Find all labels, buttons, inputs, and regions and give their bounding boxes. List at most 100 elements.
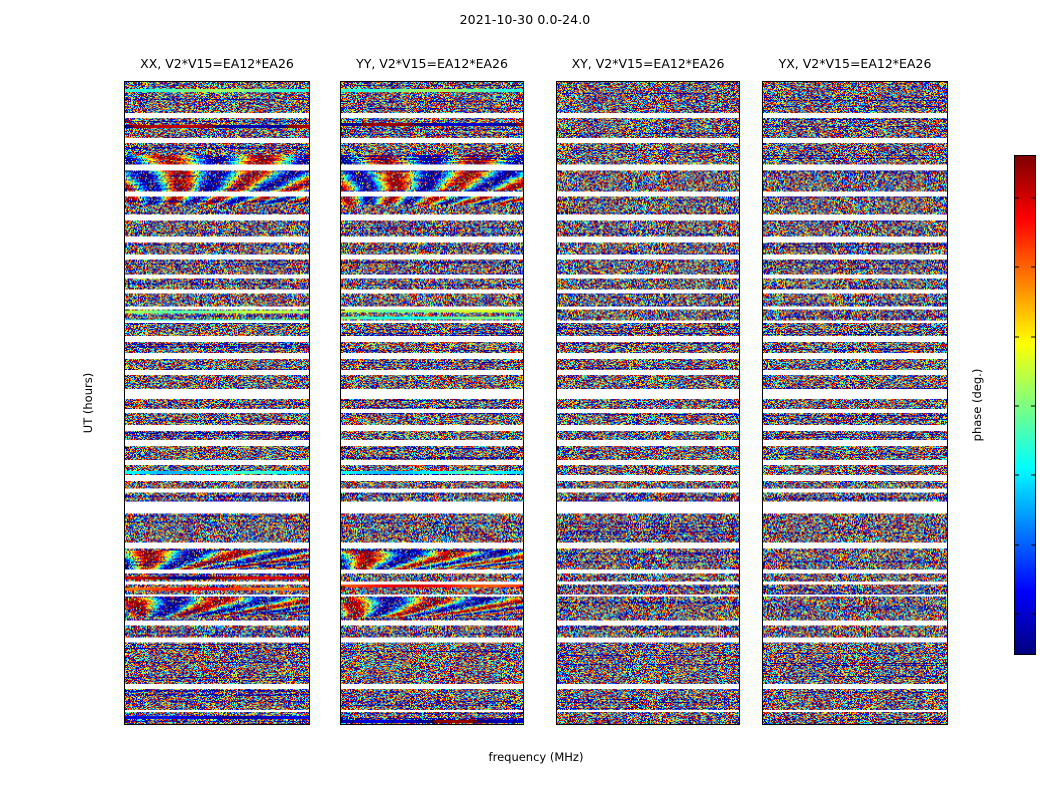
colorbar-tick-mark — [1031, 405, 1035, 407]
x-tick-label: 350 — [638, 724, 660, 725]
x-tick-label: 335 — [381, 724, 403, 725]
axes-yy[interactable]: 0 5 10 15 20 320 335 350 365 380 — [340, 81, 524, 725]
x-tick-label: 365 — [463, 724, 485, 725]
x-tick-label: 365 — [679, 724, 701, 725]
heatmap-image-xy — [557, 82, 739, 724]
y-tick-mark — [519, 309, 523, 311]
colorbar-tick-mark — [1015, 613, 1019, 615]
colorbar[interactable]: -150 -100 -50 0 50 100 150 — [1014, 155, 1036, 655]
x-tick-mark — [937, 720, 939, 724]
y-tick-mark — [125, 586, 129, 588]
x-tick-mark — [176, 720, 178, 724]
x-tick-mark — [773, 82, 775, 86]
y-tick-label: 15 — [124, 303, 125, 317]
x-tick-mark — [648, 82, 650, 86]
y-tick-label: 5 — [340, 580, 341, 594]
y-tick-label: 15 — [556, 303, 557, 317]
x-tick-mark — [937, 82, 939, 86]
y-tick-mark — [519, 586, 523, 588]
x-tick-mark — [473, 82, 475, 86]
heatmap-image-xx — [125, 82, 309, 724]
x-tick-mark — [432, 720, 434, 724]
x-tick-mark — [135, 82, 137, 86]
y-tick-mark — [557, 586, 561, 588]
x-tick-mark — [855, 82, 857, 86]
y-tick-mark — [557, 170, 561, 172]
y-tick-mark — [735, 586, 739, 588]
panel-xx: XX, V2*V15=EA12*EA26 0 5 10 15 20 320 335 350 36… — [124, 56, 310, 725]
x-tick-mark — [896, 82, 898, 86]
colorbar-tick-mark — [1031, 613, 1035, 615]
colorbar-tick-mark — [1015, 336, 1019, 338]
x-tick-label: 365 — [886, 724, 908, 725]
y-tick-label: 10 — [556, 441, 557, 455]
colorbar-tick-mark — [1031, 197, 1035, 199]
x-tick-mark — [729, 720, 731, 724]
y-axis-label: UT (hours) — [81, 372, 95, 434]
y-tick-mark — [341, 447, 345, 449]
y-tick-label: 20 — [556, 164, 557, 178]
colorbar-tick-mark — [1015, 266, 1019, 268]
colorbar-tick-label: 50 — [1014, 330, 1015, 344]
x-tick-label: 380 — [719, 724, 740, 725]
y-tick-mark — [341, 586, 345, 588]
x-tick-mark — [432, 82, 434, 86]
x-tick-label: 335 — [804, 724, 826, 725]
y-tick-label: 10 — [340, 441, 341, 455]
x-tick-label: 320 — [341, 724, 363, 725]
y-tick-label: 20 — [124, 164, 125, 178]
y-tick-label: 5 — [762, 580, 763, 594]
axes-yx[interactable]: 0 5 10 15 20 320 335 350 365 380 — [762, 81, 948, 725]
colorbar-tick-label: 0 — [1014, 399, 1015, 413]
x-tick-mark — [855, 720, 857, 724]
x-tick-mark — [351, 82, 353, 86]
x-tick-label: 365 — [248, 724, 270, 725]
y-tick-mark — [557, 447, 561, 449]
axes-xy[interactable]: 0 5 10 15 20 320 335 350 365 380 — [556, 81, 740, 725]
y-tick-label: 20 — [340, 164, 341, 178]
colorbar-tick-label: 150 — [1014, 191, 1015, 205]
colorbar-label: phase (deg.) — [970, 368, 984, 442]
x-tick-mark — [814, 720, 816, 724]
x-tick-mark — [567, 720, 569, 724]
y-tick-label: 0 — [556, 719, 557, 725]
y-tick-mark — [125, 170, 129, 172]
x-tick-label: 350 — [422, 724, 444, 725]
x-tick-label: 380 — [927, 724, 948, 725]
heatmap-image-yx — [763, 82, 947, 724]
colorbar-tick-mark — [1031, 266, 1035, 268]
x-axis-label: frequency (MHz) — [488, 750, 584, 764]
x-tick-mark — [258, 82, 260, 86]
y-tick-label: 5 — [124, 580, 125, 594]
panel-title-xy: XY, V2*V15=EA12*EA26 — [571, 56, 725, 71]
panel-xy: XY, V2*V15=EA12*EA26 0 5 10 15 20 320 335 350 36… — [556, 56, 740, 725]
panel-title-yx: YX, V2*V15=EA12*EA26 — [778, 56, 932, 71]
y-tick-mark — [943, 309, 947, 311]
x-tick-mark — [176, 82, 178, 86]
y-tick-label: 10 — [762, 441, 763, 455]
x-tick-label: 320 — [763, 724, 785, 725]
x-tick-label: 320 — [557, 724, 579, 725]
x-tick-mark — [513, 82, 515, 86]
x-tick-label: 350 — [207, 724, 229, 725]
x-tick-mark — [729, 82, 731, 86]
colorbar-tick-label: 100 — [1014, 260, 1015, 274]
axes-xx[interactable]: 0 5 10 15 20 320 335 350 365 380 — [124, 81, 310, 725]
x-tick-mark — [773, 720, 775, 724]
y-tick-mark — [519, 170, 523, 172]
colorbar-tick-label: -150 — [1014, 607, 1015, 621]
colorbar-tick-mark — [1015, 197, 1019, 199]
y-tick-mark — [763, 586, 767, 588]
x-tick-mark — [217, 82, 219, 86]
x-tick-label: 320 — [125, 724, 147, 725]
y-tick-label: 0 — [762, 719, 763, 725]
y-tick-mark — [305, 586, 309, 588]
colorbar-tick-mark — [1015, 544, 1019, 546]
x-tick-mark — [607, 82, 609, 86]
colorbar-tick-mark — [1031, 544, 1035, 546]
x-tick-mark — [689, 82, 691, 86]
y-tick-mark — [519, 447, 523, 449]
x-tick-mark — [513, 720, 515, 724]
x-tick-mark — [391, 82, 393, 86]
x-tick-mark — [607, 720, 609, 724]
